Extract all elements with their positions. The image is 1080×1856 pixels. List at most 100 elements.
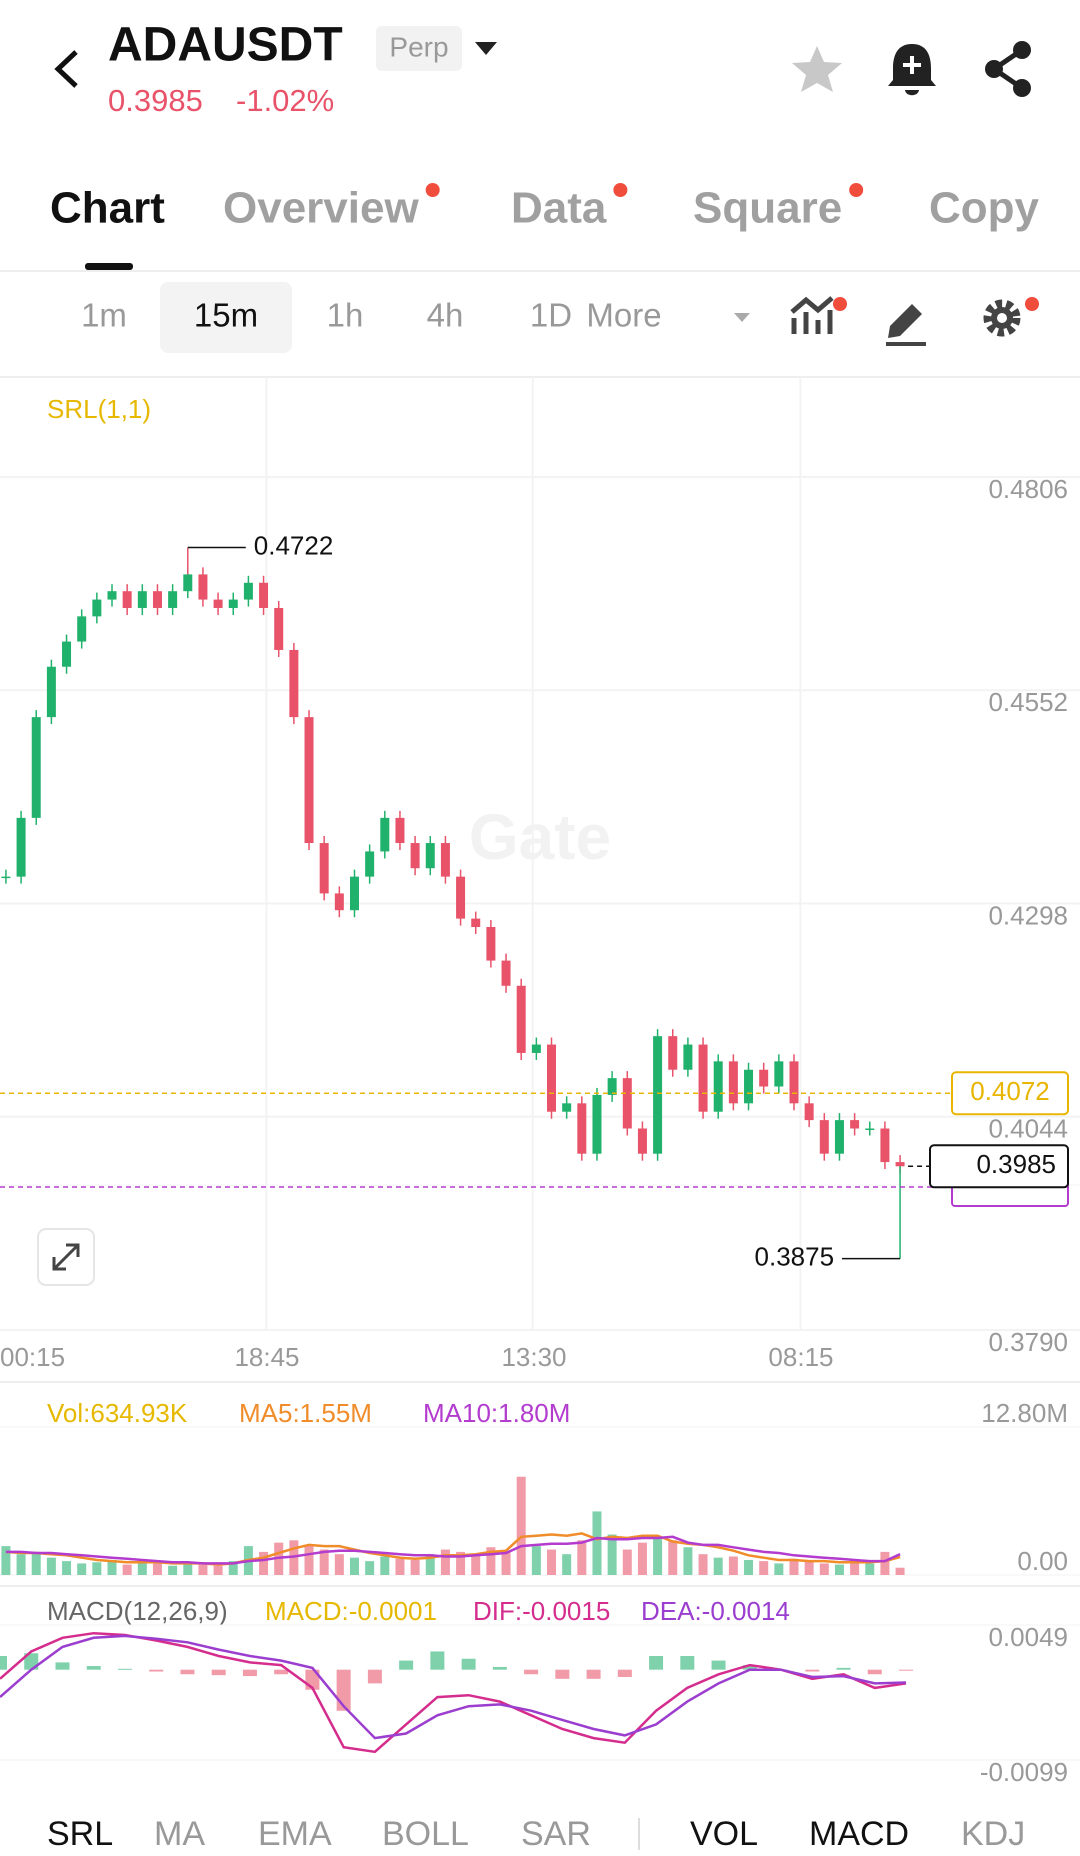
- candle: [365, 851, 375, 877]
- indicator-tab[interactable]: BOLL: [382, 1815, 469, 1853]
- volume-bar: [804, 1561, 814, 1575]
- badge-dot: [613, 183, 628, 197]
- volume-bar: [152, 1563, 162, 1575]
- candle: [349, 876, 359, 911]
- candle: [531, 1044, 541, 1053]
- candle: [46, 666, 56, 718]
- macd-bar: [680, 1656, 695, 1670]
- indicator-tab[interactable]: MA: [154, 1815, 205, 1853]
- candle: [395, 817, 405, 844]
- macd-bar: [649, 1656, 664, 1670]
- volume-bar: [440, 1549, 450, 1575]
- macd-bar: [867, 1669, 882, 1675]
- symbol[interactable]: ADAUSDT: [108, 19, 343, 72]
- candle: [31, 717, 41, 818]
- share-icon[interactable]: [985, 41, 1031, 97]
- macd-bar: [117, 1668, 132, 1670]
- candle: [819, 1120, 829, 1154]
- volume-bar: [880, 1551, 890, 1575]
- interval-selected: [160, 282, 292, 353]
- tab[interactable]: Copy: [929, 184, 1040, 233]
- tab[interactable]: Chart: [50, 184, 165, 233]
- volume-bar: [819, 1563, 829, 1575]
- candle: [516, 985, 526, 1053]
- interval[interactable]: More: [586, 297, 661, 334]
- indicator-tab[interactable]: SRL: [47, 1815, 113, 1853]
- volume-bar: [425, 1554, 435, 1575]
- x-tick-label: 00:15: [0, 1342, 65, 1372]
- indicator-tab[interactable]: MACD: [809, 1815, 909, 1853]
- candle: [668, 1036, 678, 1070]
- x-tick-label: 13:30: [501, 1342, 566, 1372]
- interval[interactable]: 1m: [81, 297, 127, 334]
- interval[interactable]: 15m: [194, 297, 258, 334]
- candle: [486, 927, 496, 961]
- tab[interactable]: Overview: [223, 184, 419, 233]
- tab[interactable]: Square: [693, 184, 842, 233]
- candle: [713, 1061, 723, 1112]
- interval[interactable]: 1D: [530, 297, 572, 334]
- star-icon[interactable]: [792, 46, 842, 92]
- macd-bar: [836, 1667, 851, 1670]
- volume-bar: [713, 1557, 723, 1575]
- macd-bar: [274, 1669, 289, 1675]
- candle: [137, 591, 147, 608]
- badge-dot: [849, 183, 864, 197]
- interval[interactable]: 1h: [327, 297, 364, 334]
- more-caret[interactable]: [734, 313, 750, 322]
- candle: [92, 599, 102, 617]
- candle: [213, 599, 223, 608]
- volume-bar: [531, 1546, 541, 1575]
- candle: [380, 817, 390, 852]
- volume-bar: [850, 1561, 860, 1575]
- macd-bar: [742, 1665, 757, 1670]
- macd-bar: [242, 1669, 257, 1677]
- indicator-icon[interactable]: [790, 296, 847, 334]
- price-line-box: [951, 1071, 1069, 1116]
- candle: [107, 591, 117, 600]
- candle: [789, 1061, 799, 1104]
- tab-underline: [85, 263, 133, 270]
- y-tick-label: 0.00: [1017, 1546, 1068, 1576]
- candle: [259, 582, 269, 608]
- indicator-tab[interactable]: SAR: [521, 1815, 591, 1853]
- settings-icon[interactable]: [983, 297, 1039, 337]
- volume-bar: [77, 1563, 87, 1575]
- draw-icon[interactable]: [886, 304, 926, 346]
- macd-bar: [0, 1656, 7, 1670]
- x-tick-label: 08:15: [768, 1342, 833, 1372]
- indicator-tab[interactable]: EMA: [258, 1815, 332, 1853]
- dropdown[interactable]: [475, 42, 497, 55]
- indicator-tab[interactable]: KDJ: [961, 1815, 1025, 1853]
- indicator-label: SRL(1,1): [47, 394, 151, 424]
- volume-bar: [92, 1562, 102, 1575]
- macd-line: [0, 1631, 907, 1754]
- macd-bar: [55, 1662, 70, 1670]
- volume-bar: [137, 1561, 147, 1575]
- badge-bg: [376, 26, 462, 71]
- volume-bar: [865, 1563, 875, 1575]
- macd-bar: [711, 1660, 726, 1670]
- volume-bar: [698, 1554, 708, 1575]
- volume-bar: [592, 1511, 602, 1575]
- back-button[interactable]: [54, 50, 78, 88]
- volume-bar: [501, 1551, 511, 1575]
- volume-bar: [334, 1554, 344, 1575]
- candle: [319, 843, 329, 894]
- candle: [228, 599, 238, 608]
- volume-bar: [789, 1558, 799, 1575]
- candle: [834, 1120, 844, 1154]
- volume-bar: [380, 1556, 390, 1575]
- macd-bar: [899, 1669, 913, 1671]
- tab[interactable]: Data: [511, 184, 607, 233]
- candle: [774, 1061, 784, 1087]
- y-tick-label: 0.4552: [988, 687, 1068, 717]
- candle: [607, 1078, 617, 1095]
- candle: [850, 1120, 860, 1129]
- interval[interactable]: 4h: [427, 297, 464, 334]
- volume-bar: [349, 1557, 359, 1575]
- macd-bar: [211, 1669, 226, 1676]
- indicator-tab[interactable]: VOL: [690, 1815, 758, 1853]
